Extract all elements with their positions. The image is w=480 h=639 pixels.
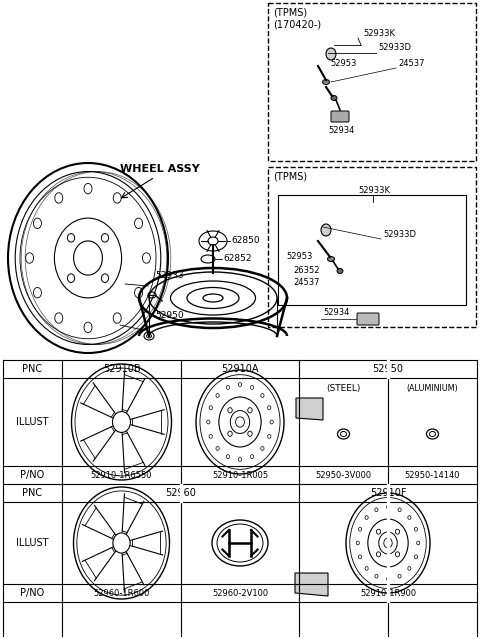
Ellipse shape <box>327 256 335 261</box>
Ellipse shape <box>337 268 343 273</box>
Text: 52950: 52950 <box>155 311 184 320</box>
FancyBboxPatch shape <box>357 313 379 325</box>
Text: 52910-1R6550: 52910-1R6550 <box>91 470 152 479</box>
FancyBboxPatch shape <box>331 111 349 122</box>
Ellipse shape <box>321 224 331 236</box>
Text: 52934: 52934 <box>328 126 354 135</box>
Text: 52950-3V000: 52950-3V000 <box>315 470 372 479</box>
Text: 52960-2V100: 52960-2V100 <box>212 589 268 597</box>
Polygon shape <box>296 398 323 420</box>
Text: P/NO: P/NO <box>20 588 45 598</box>
Text: (TPMS): (TPMS) <box>273 171 307 181</box>
Text: 52933D: 52933D <box>378 43 411 52</box>
Text: 52950: 52950 <box>372 364 404 374</box>
Text: 52953: 52953 <box>286 252 312 261</box>
Text: 52953: 52953 <box>330 59 356 68</box>
Text: 26352: 26352 <box>293 266 320 275</box>
Ellipse shape <box>326 48 336 60</box>
Text: (TPMS): (TPMS) <box>273 7 307 17</box>
Text: 24537: 24537 <box>293 278 320 287</box>
Text: 52960: 52960 <box>165 488 196 498</box>
Text: 52910F: 52910F <box>370 488 406 498</box>
Text: ILLUST: ILLUST <box>16 538 49 548</box>
Text: 52933: 52933 <box>155 271 184 280</box>
Text: 24537: 24537 <box>398 59 424 68</box>
Text: 52910B: 52910B <box>103 364 140 374</box>
Text: ILLUST: ILLUST <box>16 417 49 427</box>
Text: P/NO: P/NO <box>20 470 45 480</box>
Text: (STEEL): (STEEL) <box>326 383 360 392</box>
Text: 52910A: 52910A <box>221 364 259 374</box>
Text: 52910-1R900: 52910-1R900 <box>360 589 416 597</box>
Text: 52910-1R005: 52910-1R005 <box>212 470 268 479</box>
Polygon shape <box>295 573 328 596</box>
Text: PNC: PNC <box>23 488 43 498</box>
Text: 52960-1R600: 52960-1R600 <box>93 589 150 597</box>
Text: 52933K: 52933K <box>363 29 395 38</box>
Text: WHEEL ASSY: WHEEL ASSY <box>120 164 200 174</box>
Ellipse shape <box>323 79 329 84</box>
Text: 62852: 62852 <box>223 254 252 263</box>
Text: 52950-14140: 52950-14140 <box>405 470 460 479</box>
Text: 52933D: 52933D <box>383 230 416 239</box>
Text: PNC: PNC <box>23 364 43 374</box>
Text: 52934: 52934 <box>323 308 349 317</box>
Text: (170420-): (170420-) <box>273 19 321 29</box>
Text: 52933K: 52933K <box>358 186 390 195</box>
Text: 62850: 62850 <box>231 236 260 245</box>
Text: (ALUMINIUM): (ALUMINIUM) <box>407 383 458 392</box>
Ellipse shape <box>331 95 337 100</box>
